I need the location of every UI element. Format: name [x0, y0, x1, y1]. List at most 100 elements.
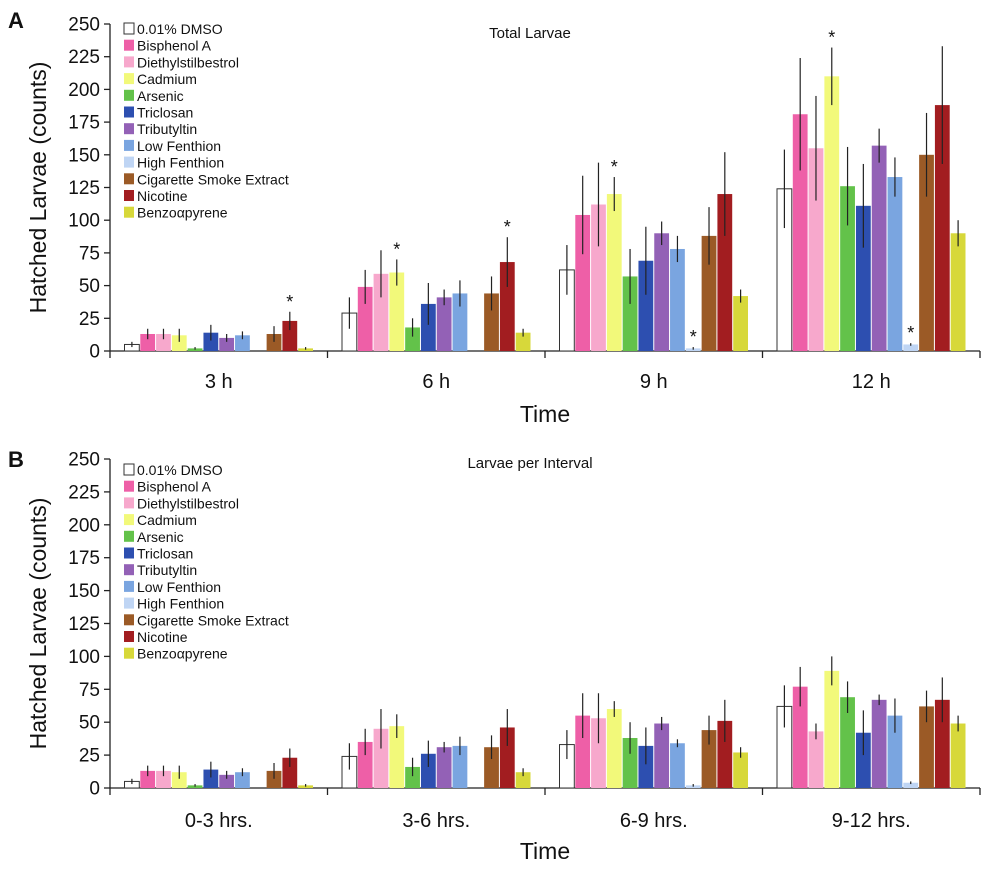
x-tick-label: 9 h: [640, 371, 668, 393]
legend-entry: Nicotine: [137, 188, 188, 204]
panel-letter: B: [8, 447, 24, 472]
y-tick-label: 100: [68, 211, 100, 232]
bar-triclosan-0: [203, 769, 219, 788]
panel-letter: A: [8, 8, 24, 33]
bar-nicotine-2: [717, 720, 733, 788]
x-tick-label: 3-6 hrs.: [402, 810, 470, 832]
bar-arsenic-2: [622, 276, 638, 351]
legend-swatch: [124, 530, 134, 542]
bar-tributyltin-2: [654, 723, 670, 788]
bar-bisphenol-a-0: [140, 770, 156, 788]
legend-entry: 0.01% DMSO: [137, 21, 223, 37]
bar-nicotine-1: [499, 727, 515, 788]
bar-triclosan-2: [638, 745, 654, 788]
legend-swatch: [124, 173, 134, 185]
y-tick-label: 50: [79, 713, 100, 734]
bar-cigarette-smoke-extract-1: [484, 293, 499, 351]
legend-entry: Nicotine: [137, 629, 188, 645]
bar-low-fenthion-1: [452, 293, 468, 351]
legend-entry: Diethylstilbestrol: [137, 54, 239, 70]
legend-swatch: [124, 73, 134, 85]
bar-benzo-pyrene-3: [950, 723, 966, 788]
bar-bisphenol-a-0: [140, 333, 156, 351]
bar-benzo-pyrene-1: [515, 772, 531, 788]
bar-bisphenol-a-1: [357, 741, 373, 788]
y-tick-label: 150: [68, 145, 100, 166]
panel-a: A 0 25 50 75 100 125 150 175 200 225 250 * * * * * * * 3 h 6…: [8, 8, 981, 427]
bar-bisphenol-a-1: [357, 286, 373, 351]
significance-star: *: [286, 292, 293, 312]
bar-benzo-pyrene-3: [950, 233, 966, 351]
bar-cigarette-smoke-extract-2: [701, 730, 717, 788]
bar-low-fenthion-3: [887, 715, 903, 788]
bar-bisphenol-a-2: [575, 715, 591, 788]
bar-low-fenthion-1: [452, 745, 468, 788]
bar-cigarette-smoke-extract-3: [919, 154, 934, 351]
bar-tributyltin-3: [871, 145, 887, 351]
bar-diethylstilbestrol-3: [808, 148, 824, 351]
bar-cadmium-3: [824, 76, 840, 351]
bar-high-fenthion-2: [685, 348, 701, 351]
y-axis-title: Hatched Larvae (counts): [25, 62, 51, 314]
x-axis-title: Time: [520, 838, 570, 864]
bar-benzo-pyrene-2: [733, 296, 748, 351]
legend-swatch: [124, 106, 134, 118]
y-tick-label: 75: [79, 243, 100, 264]
legend-entry: Benzoαpyrene: [137, 205, 228, 221]
y-tick-label: 25: [79, 746, 100, 767]
legend-swatch: [124, 597, 134, 609]
bar-cadmium-1: [389, 726, 405, 788]
significance-star: *: [393, 239, 400, 259]
legend-entry: Low Fenthion: [137, 579, 221, 595]
bar-arsenic-1: [405, 766, 420, 788]
legend-swatch: [123, 22, 135, 35]
bar-diethylstilbestrol-2: [591, 718, 606, 788]
x-tick-label: 12 h: [852, 371, 891, 393]
bar-benzo-pyrene-2: [733, 752, 748, 788]
bar-diethylstilbestrol-3: [808, 731, 824, 788]
legend-entry: Triclosan: [137, 105, 193, 121]
legend-swatch: [124, 190, 134, 201]
bar-diethylstilbestrol-0: [156, 333, 171, 351]
legend-swatch: [124, 123, 134, 135]
legend-swatch: [123, 463, 135, 476]
legend-swatch: [124, 56, 134, 68]
legend-entry: Arsenic: [137, 529, 184, 545]
bar-cadmium-0: [171, 335, 187, 351]
bar-low-fenthion-2: [670, 248, 685, 351]
bar-cadmium-3: [824, 670, 840, 788]
bar-nicotine-0: [282, 320, 298, 351]
y-tick-label: 225: [68, 47, 100, 68]
bar-diethylstilbestrol-1: [373, 273, 389, 351]
legend-entry: Cadmium: [137, 512, 197, 528]
bar-high-fenthion-3: [903, 344, 919, 351]
bar-arsenic-3: [840, 186, 855, 351]
bar-bisphenol-a-2: [575, 214, 591, 351]
bar-triclosan-3: [855, 732, 871, 788]
legend-swatch: [124, 580, 134, 592]
y-tick-label: 250: [68, 450, 100, 471]
y-tick-label: 175: [68, 113, 100, 134]
legend-swatch: [124, 564, 134, 576]
bar-cigarette-smoke-extract-2: [701, 235, 717, 351]
y-tick-label: 125: [68, 178, 100, 199]
legend-entry: Benzoαpyrene: [137, 646, 228, 662]
bar-cigarette-smoke-extract-3: [919, 706, 934, 788]
bar-arsenic-3: [840, 697, 855, 788]
y-tick-label: 225: [68, 482, 100, 503]
legend-entry: Bisphenol A: [137, 38, 212, 54]
bar-low-fenthion-0: [235, 772, 250, 788]
bar-triclosan-3: [855, 205, 871, 351]
y-tick-label: 75: [79, 680, 100, 701]
chart-title: Total Larvae: [489, 25, 571, 42]
x-tick-label: 3 h: [205, 371, 233, 393]
bar-tributyltin-0: [219, 337, 235, 351]
legend-entry: Tributyltin: [137, 121, 197, 137]
bar-cigarette-smoke-extract-0: [266, 770, 282, 788]
bar-triclosan-1: [420, 303, 436, 351]
significance-star: *: [611, 157, 618, 177]
y-tick-label: 175: [68, 548, 100, 569]
